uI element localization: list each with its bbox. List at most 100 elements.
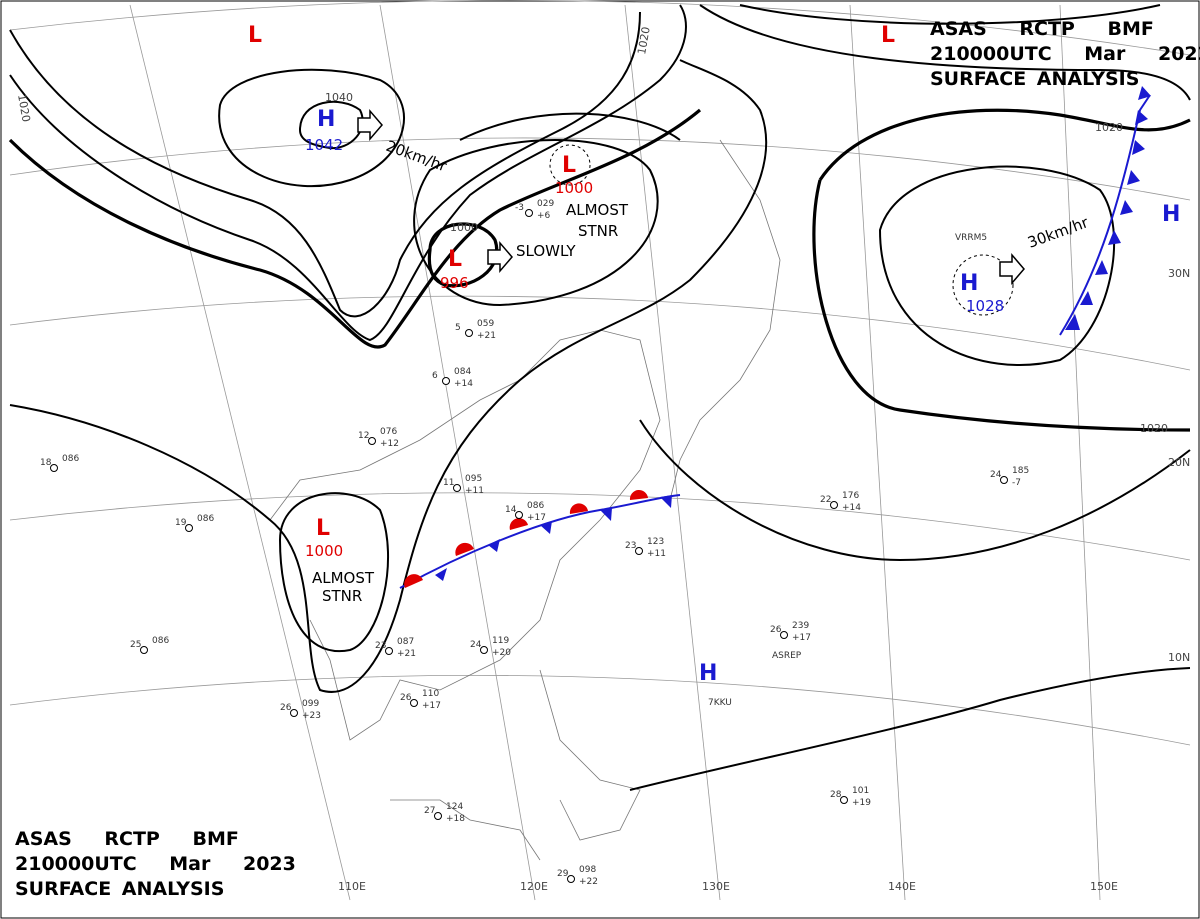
central-pressure: 1042 (305, 136, 343, 154)
station-circle (567, 875, 575, 883)
status-text: STNR (578, 222, 618, 240)
dashed-center (952, 254, 1014, 316)
station-tendency: +19 (852, 798, 871, 808)
station-temp: 28 (830, 790, 842, 800)
cold-front (1059, 86, 1151, 336)
isobar-label: 1020 (1095, 121, 1123, 134)
station-pressure: 095 (465, 474, 482, 484)
high-symbol: H (699, 661, 717, 686)
station-pressure: 098 (579, 865, 596, 875)
station-temp: 27 (424, 806, 435, 816)
header-line: SURFACE ANALYSIS (930, 68, 1139, 90)
station-tendency: +23 (302, 711, 321, 721)
central-pressure: 1000 (555, 179, 593, 197)
latitude-label: 30N (1168, 267, 1190, 280)
station-tendency: -7 (1012, 478, 1021, 488)
station-circle (50, 464, 58, 472)
graticule (9, 0, 1191, 901)
station-tendency: +12 (380, 439, 399, 449)
station-circle (525, 209, 533, 217)
station-tendency: +14 (454, 379, 473, 389)
station-temp: 26 (280, 703, 292, 713)
motion-arrows (357, 108, 1025, 286)
motion-speed: SLOWLY (516, 242, 576, 260)
station-temp: 23 (625, 541, 636, 551)
station-circle (410, 699, 418, 707)
station-pressure: 124 (446, 802, 463, 812)
high-symbol: H (317, 107, 335, 132)
low-symbol: L (316, 516, 330, 541)
header-line: 210000UTC Mar 2023 (15, 853, 296, 875)
low-symbol: L (448, 247, 462, 272)
station-tendency: +11 (647, 549, 666, 559)
station-temp: 14 (505, 505, 517, 515)
station-circle (515, 511, 523, 519)
station-circle (140, 646, 148, 654)
longitude-label: 130E (702, 880, 730, 893)
station-pressure: 086 (152, 636, 169, 646)
header-line: ASAS RCTP BMF (15, 828, 239, 850)
station-plots: 18 086 19 086 25 086 26 099 +23 26 110 +17 24 119 +20 2… (40, 199, 1029, 887)
station-pressure: 099 (302, 699, 319, 709)
header-line: SURFACE ANALYSIS (15, 878, 224, 900)
station-temp: 25 (130, 640, 141, 650)
isobar-label: 1020 (635, 26, 653, 56)
low-symbol: L (248, 23, 262, 48)
station-temp: 12 (358, 431, 369, 441)
longitude-label: 140E (888, 880, 916, 893)
station-temp: 19 (175, 518, 187, 528)
station-circle (290, 709, 298, 717)
station-circle (385, 647, 393, 655)
low-symbol: L (562, 153, 576, 178)
station-tendency: +21 (477, 331, 496, 341)
station-pressure: 029 (537, 199, 554, 209)
station-tendency: +21 (397, 649, 416, 659)
station-temp: 11 (443, 478, 454, 488)
station-circle (1000, 476, 1008, 484)
station-pressure: 086 (527, 501, 544, 511)
central-pressure: 996 (440, 274, 469, 292)
longitude-label: 120E (520, 880, 548, 893)
station-pressure: 086 (197, 514, 214, 524)
high-symbol: H (1162, 202, 1180, 227)
station-pressure: 076 (380, 427, 397, 437)
station-pressure: 086 (62, 454, 79, 464)
station-temp: -3 (515, 203, 524, 213)
station-circle (434, 812, 442, 820)
header-line: ASAS RCTP BMF (930, 18, 1154, 40)
station-tendency: +17 (792, 633, 811, 643)
central-pressure: 1028 (966, 297, 1004, 315)
latitude-label: 10N (1168, 651, 1190, 664)
station-pressure: 059 (477, 319, 494, 329)
station-circle (465, 329, 473, 337)
station-tendency: +18 (446, 814, 465, 824)
station-circle (840, 796, 848, 804)
station-tendency: +6 (537, 211, 551, 221)
station-tendency: +11 (465, 486, 484, 496)
high-symbol: H (960, 271, 978, 296)
station-temp: 5 (455, 323, 461, 333)
coastline (269, 139, 781, 861)
station-temp: 24 (470, 640, 482, 650)
station-id: VRRM5 (955, 233, 987, 243)
station-tendency: +22 (579, 877, 598, 887)
isobar-label: 1020 (1140, 422, 1168, 435)
station-tendency: +20 (492, 648, 511, 658)
station-id: ASREP (772, 651, 802, 661)
station-tendency: +17 (527, 513, 546, 523)
status-text: ALMOST (312, 569, 375, 587)
stationary-front (399, 489, 681, 589)
status-text: ALMOST (566, 201, 629, 219)
station-temp: 22 (820, 495, 831, 505)
station-circle (442, 377, 450, 385)
longitude-label: 110E (338, 880, 366, 893)
station-temp: 29 (557, 869, 569, 879)
header-line: 210000UTC Mar 2023 (930, 43, 1200, 65)
station-pressure: 119 (492, 636, 509, 646)
station-circle (453, 484, 461, 492)
isobar-label: 1000 (450, 221, 478, 234)
station-circle (368, 437, 376, 445)
station-pressure: 123 (647, 537, 664, 547)
